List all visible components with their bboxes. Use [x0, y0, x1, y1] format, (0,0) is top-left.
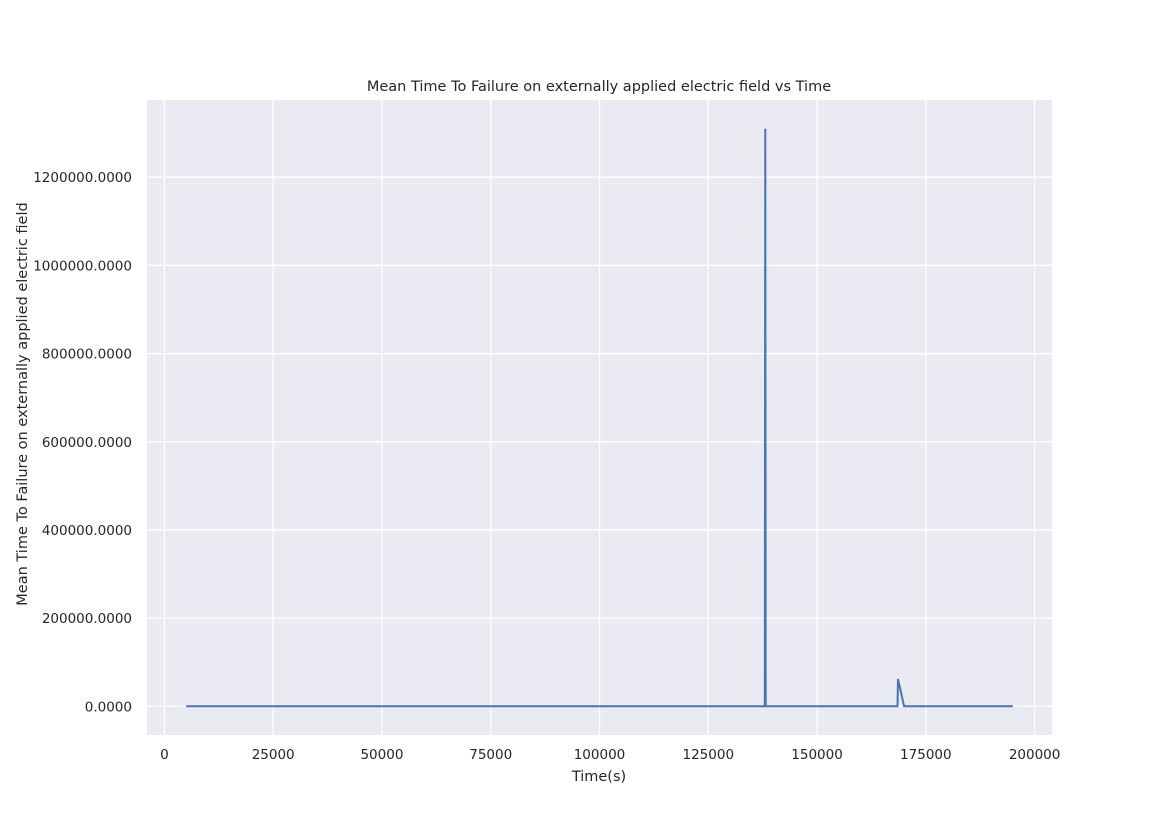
x-tick-label: 200000 [1009, 747, 1061, 763]
x-tick-label: 150000 [791, 747, 843, 763]
x-tick-label: 75000 [469, 747, 512, 763]
series-line-0 [186, 128, 1013, 708]
x-tick-label: 125000 [683, 747, 735, 763]
x-tick-label: 0 [160, 747, 169, 763]
y-tick-label: 1000000.0000 [33, 258, 132, 274]
chart-title: Mean Time To Failure on externally appli… [367, 79, 831, 95]
x-tick-label: 175000 [900, 747, 952, 763]
y-tick-label: 800000.0000 [42, 347, 132, 363]
x-tick-label: 50000 [360, 747, 403, 763]
y-tick-label: 1200000.0000 [33, 170, 132, 186]
series-layer [186, 128, 1013, 708]
y-tick-label: 400000.0000 [42, 523, 132, 539]
x-axis-label: Time(s) [571, 769, 626, 785]
y-tick-labels: 0.0000 200000.0000 400000.0000 600000.0000 8… [33, 170, 132, 715]
x-grid-lines [163, 100, 1036, 735]
y-axis-label: Mean Time To Failure on externally appli… [15, 202, 31, 605]
x-tick-label: 25000 [252, 747, 295, 763]
x-tick-label: 100000 [574, 747, 626, 763]
y-tick-label: 600000.0000 [42, 435, 132, 451]
y-tick-label: 0.0000 [85, 699, 132, 715]
y-tick-label: 200000.0000 [42, 611, 132, 627]
x-tick-labels: 0 25000 50000 75000 100000 125000 150000 175000… [160, 747, 1060, 763]
